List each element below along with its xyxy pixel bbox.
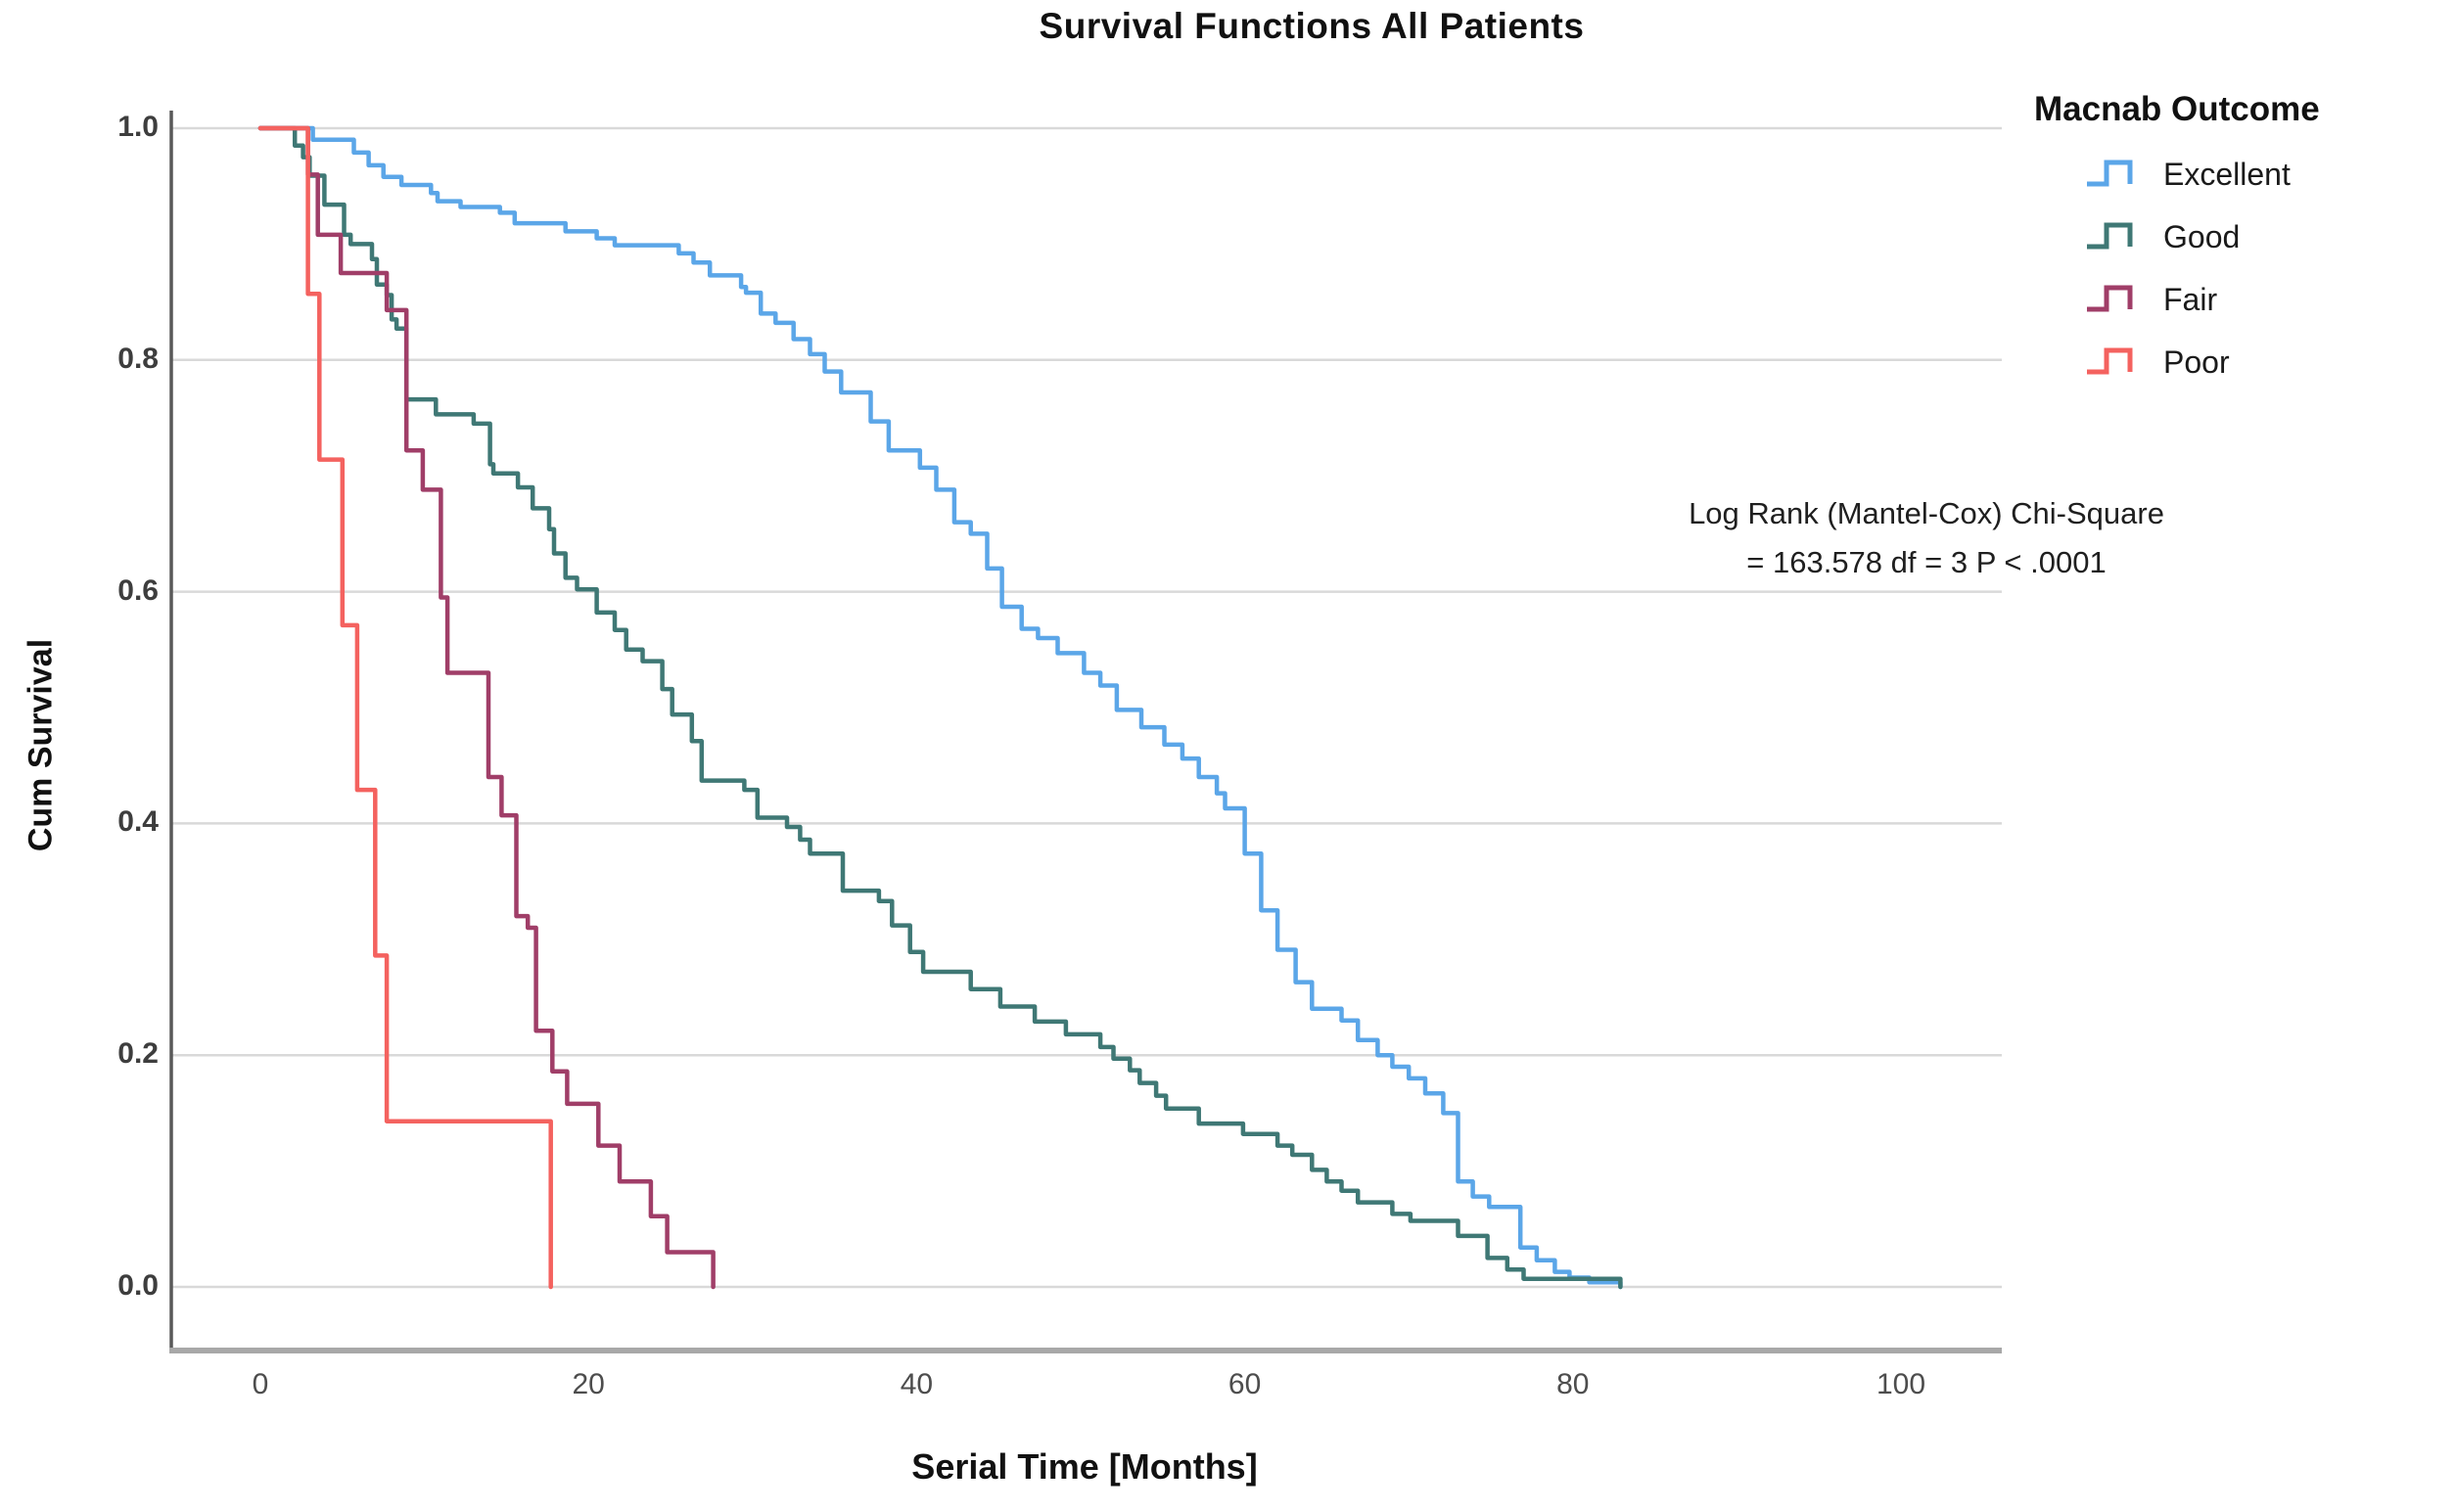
x-tick-label-100: 100 xyxy=(1876,1368,1926,1400)
legend-label: Fair xyxy=(2163,281,2218,317)
fair-step-line-icon xyxy=(2087,285,2133,312)
y-tick-label-0.4: 0.4 xyxy=(117,805,159,839)
legend-label: Good xyxy=(2163,218,2241,254)
legend-title: Macnab Outcome xyxy=(2034,90,2320,128)
survival-curve-good xyxy=(257,125,1623,1290)
chart-title: Survival Functions All Patients xyxy=(1039,6,1585,46)
x-axis-title: Serial Time [Months] xyxy=(911,1446,1258,1487)
y-tick-label-0.6: 0.6 xyxy=(117,573,159,607)
legend-label: Poor xyxy=(2163,344,2230,380)
legend-item-poor: Poor xyxy=(2085,335,2455,389)
legend-item-good: Good xyxy=(2085,209,2455,264)
log-rank-annotation-line1: Log Rank (Mantel-Cox) Chi-Square xyxy=(1689,496,2164,530)
survival-curve-excellent xyxy=(257,125,1623,1290)
good-step-line-icon xyxy=(2087,222,2133,250)
x-tick-label-60: 60 xyxy=(1228,1368,1262,1400)
y-tick-label-1.0: 1.0 xyxy=(117,111,159,143)
x-tick-label-20: 20 xyxy=(572,1368,605,1400)
survival-curve-fair xyxy=(257,125,716,1290)
poor-step-line-icon xyxy=(2087,347,2133,375)
x-tick-label-80: 80 xyxy=(1556,1368,1590,1400)
legend-item-fair: Fair xyxy=(2085,272,2455,327)
x-tick-label-0: 0 xyxy=(252,1368,269,1400)
y-tick-label-0.2: 0.2 xyxy=(117,1037,159,1071)
log-rank-annotation-line2: = 163.578 df = 3 P < .0001 xyxy=(1746,544,2107,579)
legend-item-excellent: Excellent xyxy=(2085,147,2455,202)
survival-curve-poor xyxy=(257,125,553,1290)
legend: Macnab Outcome Excellent Good Fair Poor xyxy=(2034,90,2455,397)
y-tick-label-0.8: 0.8 xyxy=(117,342,159,375)
legend-label: Excellent xyxy=(2163,156,2291,192)
excellent-step-line-icon xyxy=(2087,160,2133,187)
y-tick-label-0.0: 0.0 xyxy=(117,1269,159,1302)
x-tick-label-40: 40 xyxy=(900,1368,934,1400)
log-rank-annotation: Log Rank (Mantel-Cox) Chi-Square = 163.5… xyxy=(1689,489,2164,586)
